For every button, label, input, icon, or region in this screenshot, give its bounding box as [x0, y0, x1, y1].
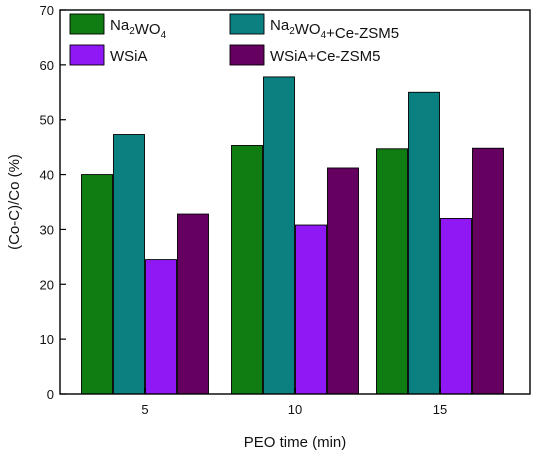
bar-wsia-ce-zsm5-15: [472, 147, 504, 395]
y-tick-label: 30: [40, 222, 54, 237]
legend-label: Na2WO4+Ce-ZSM5: [270, 17, 399, 42]
bar-wsia-ce-zsm5-5: [177, 213, 209, 395]
legend: Na2WO4 Na2WO4+Ce-ZSM5 WSiA WSiA+Ce-ZSM5: [69, 13, 399, 66]
bar-wsia-ce-zsm5-10: [327, 167, 359, 395]
legend-item-wsia-ce-zsm5: WSiA+Ce-ZSM5: [229, 44, 380, 66]
legend-item-wsia: WSiA: [69, 44, 148, 66]
bar-wsia-15: [440, 218, 472, 395]
bars-layer: [81, 76, 504, 395]
legend-swatch: [69, 44, 105, 66]
bar-wsia-5: [145, 259, 177, 395]
y-tick-label: 40: [40, 168, 54, 183]
legend-swatch: [229, 13, 265, 35]
x-tick-label: 10: [288, 402, 302, 417]
bar-wsia-10: [295, 224, 327, 395]
y-axis-ticks: 0 10 20 30 40 50 60 70: [40, 3, 66, 402]
legend-item-na2wo4: Na2WO4: [69, 13, 167, 41]
y-tick-label: 70: [40, 3, 54, 18]
bar-na2wo4-5: [81, 174, 113, 395]
legend-label: WSiA+Ce-ZSM5: [270, 48, 380, 65]
y-tick-label: 50: [40, 113, 54, 128]
x-axis-title: PEO time (min): [244, 434, 347, 451]
bar-na2wo4-10: [231, 145, 263, 395]
legend-label: WSiA: [110, 48, 148, 65]
x-tick-label: 15: [433, 402, 447, 417]
legend-item-na2wo4-ce-zsm5: Na2WO4+Ce-ZSM5: [229, 13, 399, 42]
x-tick-label: 5: [141, 402, 148, 417]
bar-na2wo4-ce-zsm5-5: [113, 134, 145, 395]
y-tick-label: 20: [40, 277, 54, 292]
bar-na2wo4-ce-zsm5-10: [263, 76, 295, 395]
legend-swatch: [229, 44, 265, 66]
bar-na2wo4-15: [376, 148, 408, 395]
y-tick-label: 60: [40, 58, 54, 73]
y-tick-label: 0: [47, 387, 54, 402]
x-axis-ticks: 5 10 15: [141, 388, 447, 417]
y-tick-label: 10: [40, 332, 54, 347]
legend-swatch: [69, 13, 105, 35]
legend-label: Na2WO4: [110, 17, 167, 41]
y-axis-title: (Co-C)/Co (%): [6, 154, 23, 250]
bar-na2wo4-ce-zsm5-15: [408, 91, 440, 395]
